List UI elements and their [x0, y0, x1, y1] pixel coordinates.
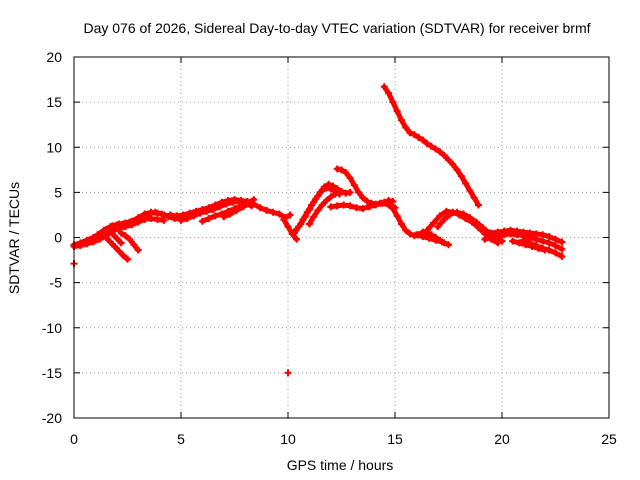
- series-arc-mid-4: [220, 199, 253, 221]
- series-arc-tail-4: [509, 237, 549, 254]
- series-trace: [82, 209, 184, 245]
- series-trace: [105, 226, 124, 246]
- x-tick-label: 5: [177, 431, 185, 447]
- x-tick-label: 20: [494, 431, 510, 447]
- data-points: [70, 83, 566, 377]
- series-trace: [294, 185, 342, 232]
- y-tick-label: 5: [54, 184, 62, 200]
- y-tick-label: -15: [42, 365, 62, 381]
- series-trace: [71, 216, 167, 250]
- y-tick-label: 20: [46, 49, 62, 65]
- series-trace: [103, 235, 130, 262]
- y-tick-label: 15: [46, 94, 62, 110]
- y-tick-label: -10: [42, 320, 62, 336]
- series-trace: [118, 230, 141, 253]
- y-tick-label: -5: [50, 275, 63, 291]
- data-point: [284, 369, 292, 377]
- y-tick-labels: -20 -15 -10 -5 0 5 10 15 20: [42, 49, 62, 426]
- series-arc-dip-1: [280, 215, 301, 243]
- series-trace: [306, 189, 342, 227]
- series-trace: [221, 200, 252, 220]
- series-trace: [381, 84, 481, 208]
- series-trace: [328, 200, 398, 212]
- series-trace: [510, 238, 548, 253]
- y-tick-label: 10: [46, 139, 62, 155]
- series-trace: [424, 208, 501, 246]
- series-arc-high: [380, 83, 482, 209]
- series-outlier-low: [284, 369, 292, 377]
- x-tick-labels: 0 5 10 15 20 25: [70, 431, 617, 447]
- series-trace: [488, 227, 565, 245]
- series-arc-rise-3: [305, 188, 343, 228]
- x-tick-label: 15: [387, 431, 403, 447]
- series-arc-hump: [333, 165, 397, 208]
- series-trace: [178, 198, 255, 223]
- series-arc-late-3: [412, 231, 452, 249]
- x-tick-label: 0: [70, 431, 78, 447]
- series-arc-rise-2: [293, 184, 343, 233]
- series-arc-mid-2: [177, 197, 256, 224]
- series-arc-drop-1: [102, 234, 131, 263]
- y-tick-label: 0: [54, 230, 62, 246]
- y-axis-title: SDTVAR / TECUs: [6, 182, 22, 294]
- series-trace: [482, 231, 565, 252]
- plot-frame: [73, 56, 610, 419]
- series-trace: [281, 216, 300, 242]
- y-tick-label: -20: [42, 410, 62, 426]
- series-trace: [413, 232, 451, 248]
- x-tick-label: 25: [601, 431, 617, 447]
- series-arc-drop-2: [117, 229, 142, 254]
- series-arc-tail-2: [481, 230, 566, 253]
- x-tick-label: 10: [280, 431, 296, 447]
- chart-title: Day 076 of 2026, Sidereal Day-to-day VTE…: [83, 20, 590, 36]
- series-arc-drop-3: [104, 225, 125, 247]
- x-axis-title: GPS time / hours: [287, 457, 394, 473]
